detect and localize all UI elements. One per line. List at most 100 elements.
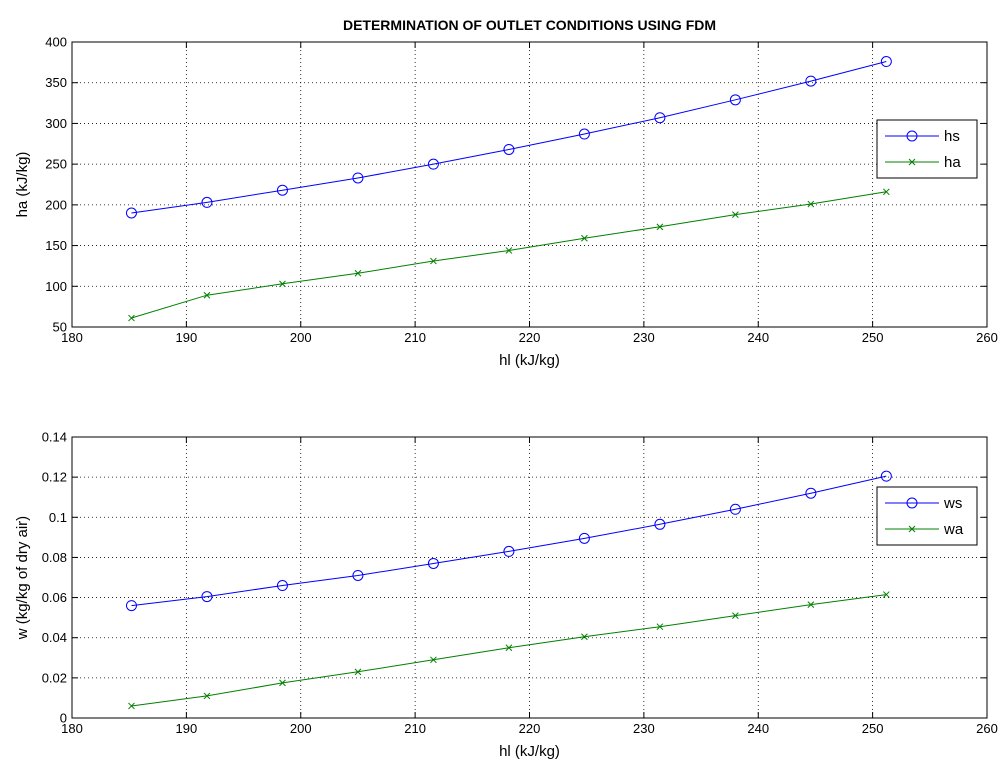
data-point-ws — [729, 503, 741, 515]
data-point-wa — [279, 679, 286, 687]
x-tick-label: 200 — [290, 330, 312, 345]
data-point-ha — [354, 269, 362, 277]
data-point-hs — [654, 112, 666, 124]
data-point-hs — [352, 172, 364, 184]
data-point-hs — [427, 158, 439, 170]
data-point-hs — [729, 94, 741, 106]
x-tick-label: 200 — [290, 721, 312, 736]
data-point-wa — [732, 612, 739, 619]
y-tick-label: 0.02 — [42, 670, 67, 685]
data-point-wa — [581, 633, 588, 641]
plot-area — [72, 42, 987, 327]
data-point-wa — [505, 644, 513, 652]
data-point-wa — [656, 623, 664, 631]
series-wa — [128, 591, 890, 710]
y-axis-label: w (kg/kg of dry air) — [14, 516, 31, 640]
y-tick-label: 300 — [45, 116, 67, 131]
x-tick-label: 230 — [633, 721, 655, 736]
data-point-ws — [503, 545, 515, 557]
data-point-hs — [805, 75, 817, 87]
data-point-wa — [203, 692, 211, 700]
data-point-ws — [805, 487, 817, 499]
y-tick-label: 50 — [53, 320, 67, 335]
data-point-ha — [505, 247, 513, 254]
legend-box — [876, 486, 978, 546]
y-tick-label: 0.04 — [42, 630, 67, 645]
legend-marker-ha — [908, 158, 916, 166]
data-point-ha — [732, 211, 739, 218]
data-point-ha — [203, 291, 211, 299]
y-axis-label: ha (kJ/kg) — [14, 152, 31, 218]
x-tick-label: 210 — [404, 330, 426, 345]
data-point-ha — [882, 188, 890, 196]
data-point-ws — [578, 532, 590, 544]
series-ws — [125, 470, 892, 612]
x-tick-label: 210 — [404, 721, 426, 736]
x-tick-label: 220 — [519, 330, 541, 345]
x-tick-label: 180 — [61, 721, 83, 736]
data-point-ha — [807, 200, 815, 208]
x-tick-label: 240 — [747, 721, 769, 736]
legend-label-wa: wa — [943, 521, 964, 538]
legend-marker-ws — [906, 497, 918, 509]
series-hs — [125, 56, 892, 219]
data-point-wa — [128, 702, 135, 710]
legend-marker-wa — [908, 525, 916, 533]
x-tick-label: 190 — [176, 330, 198, 345]
y-tick-label: 0.06 — [42, 590, 67, 605]
x-tick-label: 190 — [176, 721, 198, 736]
data-point-ws — [276, 580, 288, 592]
legend-label-ha: ha — [944, 154, 961, 171]
y-tick-label: 200 — [45, 197, 67, 212]
legend: hs ha — [876, 119, 978, 179]
series-line-ws — [131, 475, 887, 607]
data-point-ha — [430, 257, 437, 265]
data-point-hs — [880, 56, 892, 68]
data-point-hs — [125, 207, 137, 219]
x-tick-label: 250 — [862, 330, 884, 345]
data-point-ws — [427, 557, 439, 569]
chart-title: DETERMINATION OF OUTLET CONDITIONS USING… — [343, 17, 716, 33]
data-point-ws — [201, 591, 213, 603]
legend-label-ws: ws — [943, 495, 962, 512]
data-point-ws — [125, 600, 137, 612]
data-point-wa — [882, 591, 890, 598]
data-point-ha — [581, 234, 588, 242]
x-tick-label: 230 — [633, 330, 655, 345]
y-tick-label: 250 — [45, 157, 67, 172]
y-tick-label: 100 — [45, 279, 67, 294]
legend: ws wa — [876, 486, 978, 546]
data-point-ha — [279, 280, 286, 288]
data-point-wa — [354, 668, 362, 676]
series-ha — [128, 188, 890, 322]
x-tick-label: 260 — [976, 330, 998, 345]
x-tick-label: 260 — [976, 721, 998, 736]
y-tick-label: 0.08 — [42, 550, 67, 565]
legend-box — [876, 119, 978, 179]
y-tick-label: 400 — [45, 35, 67, 50]
x-axis-label: hl (kJ/kg) — [499, 743, 560, 760]
x-tick-label: 220 — [519, 721, 541, 736]
data-point-hs — [503, 143, 515, 155]
y-tick-label: 0.12 — [42, 470, 67, 485]
y-tick-label: 0.1 — [49, 510, 67, 525]
x-tick-label: 250 — [862, 721, 884, 736]
data-point-ws — [880, 470, 892, 482]
chart-2: 180 190 200 210 220 230 240 250 260 0 0.02 0.04 0.06… — [14, 430, 998, 761]
y-tick-label: 150 — [45, 238, 67, 253]
data-point-wa — [807, 601, 815, 608]
chart-1: 180 190 200 210 220 230 240 250 260 50 100 150 200 25… — [14, 17, 998, 369]
y-tick-label: 350 — [45, 75, 67, 90]
legend-label-hs: hs — [944, 128, 960, 145]
data-point-ha — [128, 314, 135, 322]
legend-marker-hs — [906, 130, 918, 142]
data-point-hs — [276, 184, 288, 196]
data-point-ws — [352, 569, 364, 581]
x-axis-label: hl (kJ/kg) — [499, 352, 560, 369]
data-point-ha — [656, 223, 664, 231]
data-point-wa — [430, 656, 437, 664]
x-tick-label: 180 — [61, 330, 83, 345]
data-point-hs — [578, 128, 590, 140]
